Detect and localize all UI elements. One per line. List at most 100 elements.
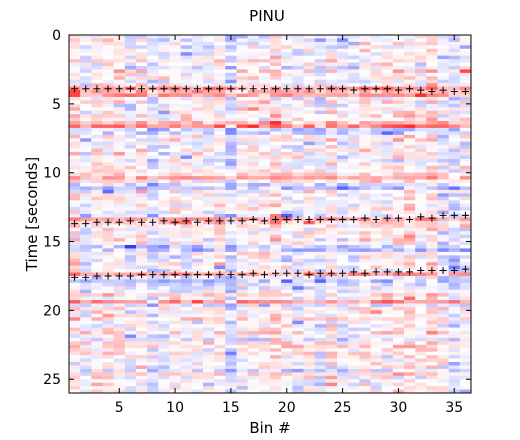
heatmap-cell <box>437 152 450 156</box>
heatmap-cell <box>459 200 471 205</box>
heatmap-cell <box>214 344 226 349</box>
heatmap-cell <box>404 306 416 311</box>
heatmap-cell <box>102 382 115 387</box>
heatmap-cell <box>415 179 427 184</box>
heatmap-cell <box>258 65 271 70</box>
heatmap-cell <box>169 365 182 370</box>
heatmap-cell <box>158 100 170 105</box>
heatmap-cell <box>426 279 438 284</box>
heatmap-cell <box>437 41 450 46</box>
heatmap-cell <box>325 303 338 308</box>
heatmap-cell <box>303 227 316 232</box>
heatmap-cell <box>448 248 461 253</box>
heatmap-cell <box>124 368 137 373</box>
heatmap-cell <box>136 375 148 380</box>
heatmap-cell <box>381 251 394 256</box>
heatmap-cell <box>392 121 405 125</box>
heatmap-cell <box>80 141 92 146</box>
heatmap-cell <box>225 300 237 304</box>
heatmap-cell <box>404 324 416 329</box>
heatmap-cell <box>102 79 115 84</box>
heatmap-cell <box>191 55 204 60</box>
heatmap-cell <box>381 324 394 329</box>
heatmap-cell <box>203 293 215 298</box>
heatmap-cell <box>247 231 260 236</box>
heatmap-cell <box>124 296 137 301</box>
heatmap-cell <box>292 300 304 304</box>
heatmap-cell <box>270 48 282 53</box>
heatmap-cell <box>113 134 126 139</box>
heatmap-cell <box>191 379 204 384</box>
heatmap-cell <box>214 234 226 239</box>
heatmap-cell <box>158 176 170 181</box>
heatmap-cell <box>359 152 371 156</box>
heatmap-cell <box>426 93 438 98</box>
heatmap-cell <box>270 231 282 236</box>
heatmap-cell <box>337 189 349 194</box>
heatmap-cell <box>348 103 360 108</box>
heatmap-cell <box>415 220 427 225</box>
heatmap-cell <box>292 52 304 57</box>
heatmap-cell <box>124 124 137 129</box>
heatmap-cell <box>270 79 282 84</box>
heatmap-cell <box>359 48 371 53</box>
heatmap-cell <box>292 317 304 322</box>
heatmap-cell <box>113 176 126 181</box>
heatmap-cell <box>147 293 159 298</box>
heatmap-cell <box>314 155 327 160</box>
heatmap-cell <box>203 207 215 212</box>
heatmap-cell <box>158 103 170 108</box>
heatmap-cell <box>180 348 193 353</box>
heatmap-cell <box>113 255 126 260</box>
heatmap-cell <box>337 351 349 356</box>
heatmap-cell <box>136 176 148 181</box>
heatmap-cell <box>370 207 383 212</box>
heatmap-cell <box>258 324 271 329</box>
heatmap-cell <box>158 183 170 187</box>
heatmap-cell <box>281 169 293 174</box>
heatmap-cell <box>91 389 103 393</box>
heatmap-cell <box>370 141 383 146</box>
heatmap-cell <box>292 362 304 366</box>
heatmap-cell <box>359 186 371 191</box>
heatmap-cell <box>113 131 126 136</box>
heatmap-cell <box>247 69 260 74</box>
heatmap-cell <box>281 244 293 249</box>
heatmap-cell <box>281 189 293 194</box>
heatmap-cell <box>314 327 327 332</box>
heatmap-cell <box>381 227 394 232</box>
heatmap-cell <box>69 293 81 298</box>
heatmap-cell <box>314 337 327 342</box>
heatmap-cell <box>404 293 416 298</box>
heatmap-cell <box>270 148 282 153</box>
heatmap-cell <box>158 193 170 198</box>
heatmap-cell <box>247 35 260 39</box>
heatmap-cell <box>80 289 92 294</box>
pick-marker <box>182 85 190 93</box>
heatmap-cell <box>426 165 438 170</box>
heatmap-cell <box>113 279 126 284</box>
heatmap-cell <box>158 262 170 267</box>
heatmap-cell <box>147 351 159 356</box>
heatmap-cell <box>281 162 293 167</box>
heatmap-cell <box>348 207 360 212</box>
heatmap-cell <box>124 169 137 174</box>
heatmap-cell <box>247 379 260 384</box>
heatmap-cell <box>136 327 148 332</box>
heatmap-cell <box>415 368 427 373</box>
heatmap-cell <box>314 379 327 384</box>
heatmap-cell <box>459 248 471 253</box>
heatmap-cell <box>247 265 260 270</box>
heatmap-cell <box>448 121 461 125</box>
heatmap-cell <box>359 265 371 270</box>
heatmap-cell <box>136 238 148 243</box>
heatmap-cell <box>348 238 360 243</box>
heatmap-cell <box>158 241 170 246</box>
heatmap-cell <box>348 382 360 387</box>
heatmap-cell <box>180 96 193 101</box>
heatmap-cell <box>448 262 461 267</box>
heatmap-cell <box>270 368 282 373</box>
heatmap-cell <box>381 152 394 156</box>
heatmap-cell <box>258 107 271 112</box>
heatmap-cell <box>258 131 271 136</box>
